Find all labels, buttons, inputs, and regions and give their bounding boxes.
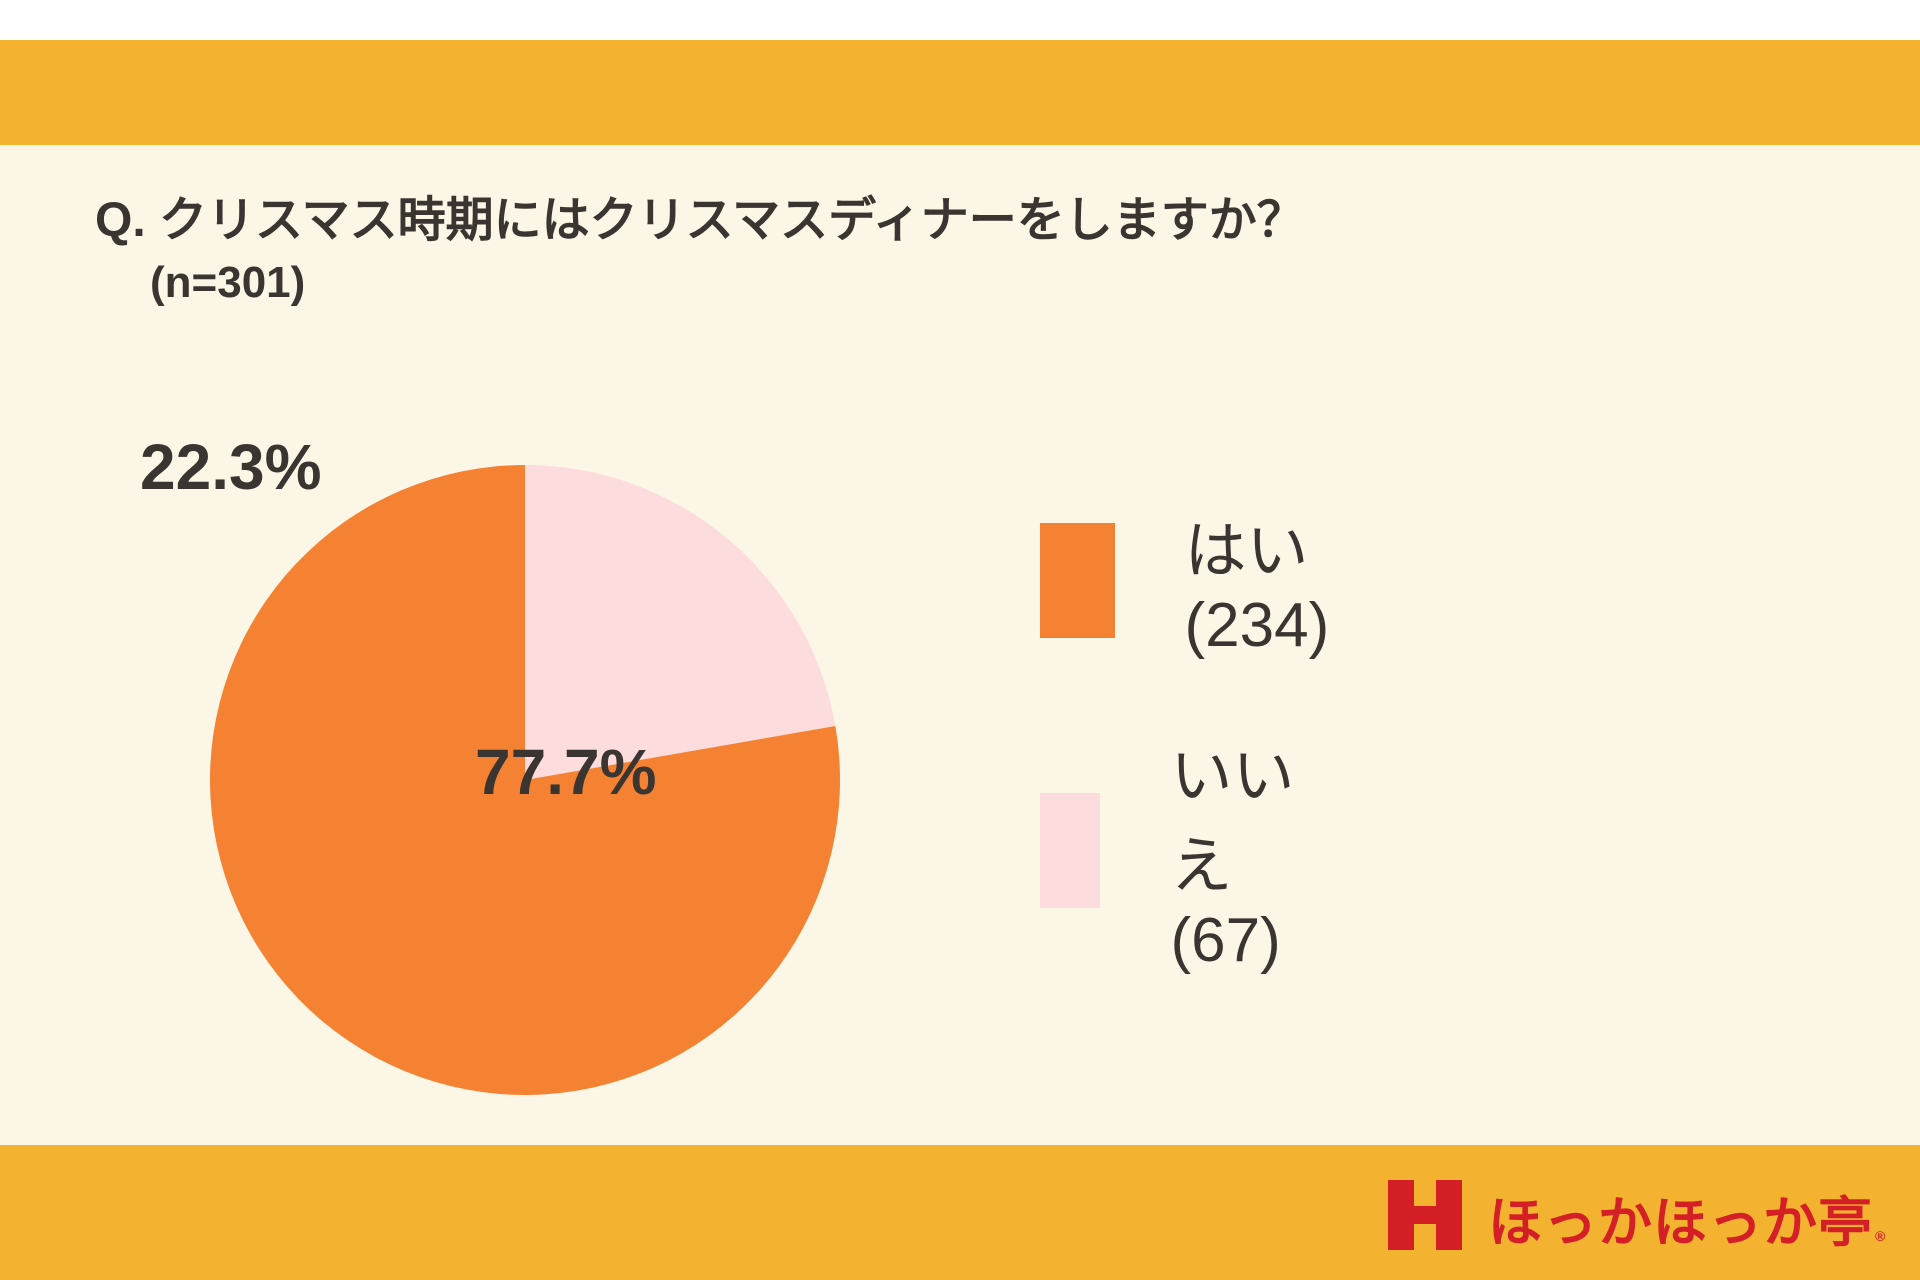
legend-label: はい (234): [1185, 500, 1370, 661]
legend-swatch: [1040, 793, 1100, 908]
brand-mark-icon: [1380, 1170, 1470, 1265]
brand-name: ほっかほっか亭®: [1488, 1178, 1886, 1257]
legend-item: いいえ (67): [1040, 725, 1335, 976]
registered-icon: ®: [1875, 1228, 1886, 1244]
pie-slice-no: [525, 465, 835, 780]
pct-label-no_pct: 22.3%: [140, 430, 321, 504]
header-band: [0, 40, 1920, 145]
pct-label-yes_pct: 77.7%: [475, 735, 656, 809]
brand-name-text: ほっかほっか亭: [1488, 1193, 1873, 1253]
legend-item: はい (234): [1040, 500, 1370, 661]
legend-swatch: [1040, 523, 1115, 638]
legend-label: いいえ (67): [1170, 725, 1335, 976]
question-prefix: Q.: [95, 194, 159, 247]
brand-logo: ほっかほっか亭®: [1380, 1170, 1886, 1265]
survey-question: Q. クリスマス時期にはクリスマスディナーをしますか？: [95, 180, 1305, 250]
question-text: クリスマス時期にはクリスマスディナーをしますか？: [159, 194, 1305, 247]
sample-size: (n=301): [150, 258, 305, 308]
content-area: Q. クリスマス時期にはクリスマスディナーをしますか？ (n=301) 22.3…: [0, 145, 1920, 1145]
